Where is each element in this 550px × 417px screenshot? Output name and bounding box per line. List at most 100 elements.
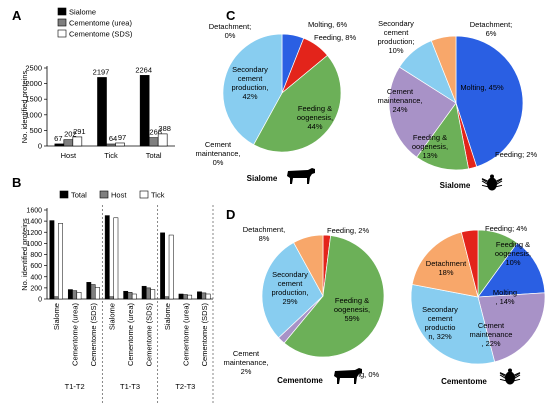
tick-icon-leg [494, 178, 503, 184]
pie-slice [460, 229, 479, 298]
y-tick-label: 2000 [25, 79, 42, 88]
legend-label: Tick [151, 191, 165, 200]
pie-slice [261, 242, 324, 339]
slice-label-line: cement [384, 28, 410, 37]
pie-slice [477, 242, 546, 298]
slice-label-line: , 14% [495, 297, 515, 306]
slice-label-line: Secondary [378, 19, 414, 28]
slice-label-line: Molting, 45% [460, 83, 504, 92]
data-label: 388 [158, 124, 171, 133]
bar [150, 289, 156, 300]
slice-label: Molting, 0% [340, 370, 380, 379]
data-label: 291 [73, 127, 86, 136]
bar [54, 143, 65, 147]
panel-letter: A [12, 8, 22, 23]
panel-letter: B [12, 175, 21, 190]
bar [109, 296, 114, 300]
bar [182, 294, 188, 300]
slice-label-line: Feeding & [335, 296, 369, 305]
y-tick-label: 1600 [26, 208, 42, 215]
bar [53, 296, 59, 300]
x-tick-label: Sialome [108, 303, 117, 330]
y-tick-label: 1000 [26, 241, 42, 248]
group-label: T1-T3 [120, 382, 140, 391]
slice-label-line: maintenance [470, 330, 513, 339]
slice-label-line: cement [238, 74, 264, 83]
bar [168, 234, 174, 300]
data-label: 67 [54, 134, 62, 143]
legend-swatch [57, 29, 67, 38]
bar [76, 292, 82, 300]
legend-swatch [139, 190, 149, 199]
bar [97, 77, 107, 147]
tick-icon-leg [512, 378, 521, 382]
bar [115, 142, 125, 147]
slice-label-line: Cement [387, 87, 414, 96]
tick-icon-leg [481, 178, 490, 183]
x-tick-label: Cementome (urea) [181, 303, 190, 366]
bar [106, 143, 116, 147]
cow-icon-shape [334, 368, 362, 384]
y-tick-label: 0 [38, 142, 42, 151]
bar [90, 284, 96, 300]
x-tick-label: Tick [104, 151, 118, 160]
slice-label: Feeding & oogenesis, 13% [412, 133, 448, 160]
slice-label-line: 42% [242, 92, 257, 101]
pie-slice [416, 102, 469, 171]
slice-label-line: production, [271, 288, 308, 297]
slice-label-line: 59% [344, 314, 359, 323]
bar [63, 139, 74, 147]
cow-icon-shape [287, 168, 315, 184]
slice-label: Cement maintenance, 24% [377, 87, 422, 114]
slice-label-line: Feeding & [413, 133, 447, 142]
slice-label: Molting, 14% [493, 288, 517, 306]
y-tick-label: 2500 [25, 64, 42, 73]
slice-label-line: 0% [225, 31, 236, 40]
x-tick-label: Cementome (SDS) [200, 303, 209, 367]
slice-label-line: 18% [438, 268, 453, 277]
bar [187, 294, 193, 300]
slice-label-line: oogenesis, [334, 305, 370, 314]
slice-label: Feeding & oogenesis, 10% [495, 240, 531, 267]
y-tick-label: 1000 [25, 110, 42, 119]
bar [141, 285, 147, 300]
bar [139, 75, 150, 147]
pie-caption: Cementome [277, 376, 323, 385]
bar [164, 296, 170, 300]
tick-icon-head [490, 174, 494, 179]
slice-label-line: Detachment, [243, 225, 286, 234]
bar [104, 215, 110, 300]
slice-label: Detachment; 6% [470, 20, 513, 38]
legend-swatch [99, 190, 109, 199]
slice-label: Feeding & oogenesis, 59% [334, 296, 370, 323]
slice-label-line: Feeding; 4% [485, 224, 527, 233]
tick-icon [499, 368, 521, 385]
slice-label-line: oogenesis, [297, 113, 333, 122]
bar [197, 291, 202, 300]
bar [131, 293, 137, 300]
bar [95, 287, 100, 300]
bar [157, 133, 168, 147]
slice-label-line: 10% [388, 46, 403, 55]
x-tick-label: Sialome [163, 303, 172, 330]
x-tick-label: Cementome (urea) [71, 303, 80, 366]
bar [123, 290, 129, 300]
data-label: 2197 [93, 67, 110, 76]
pie-caption: Cementome [441, 377, 487, 386]
slice-label-line: Feeding & [298, 104, 332, 113]
slice-label-line: productio [425, 323, 456, 332]
slice-label-line: n, 32% [428, 332, 452, 341]
bar [146, 287, 151, 300]
y-tick-label: 600 [30, 263, 42, 270]
x-tick-label: Cementome (urea) [126, 303, 135, 366]
slice-label-line: Secondary [232, 65, 268, 74]
slice-label: Cement maintenance, 22% [470, 321, 513, 348]
slice-label-line: 44% [307, 122, 322, 131]
slice-label-line: Detachment; [209, 22, 252, 31]
group-label: T2-T3 [175, 382, 195, 391]
tick-icon-leg [481, 178, 490, 184]
bar [72, 136, 83, 147]
